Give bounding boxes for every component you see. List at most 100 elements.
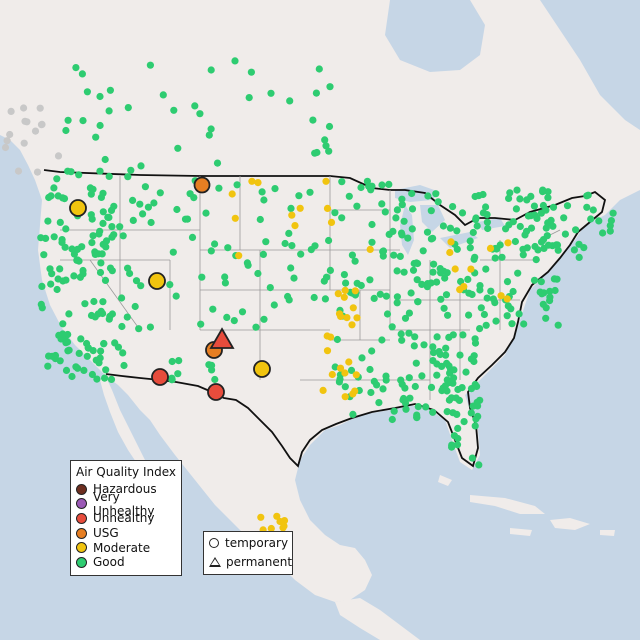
monitor-dot xyxy=(257,513,265,521)
monitor-dot xyxy=(575,253,583,261)
monitor-dot xyxy=(393,267,401,275)
monitor-dot xyxy=(554,246,562,254)
monitor-dot xyxy=(479,190,487,199)
monitor-dot xyxy=(245,94,253,102)
monitor-dot xyxy=(56,218,64,226)
monitor-dot xyxy=(468,290,476,299)
monitor-dot xyxy=(21,117,29,125)
monitor-new-mexico-south[interactable] xyxy=(207,383,225,401)
monitor-dot xyxy=(379,252,387,260)
monitor-dot xyxy=(59,330,67,338)
monitor-dot xyxy=(108,233,116,241)
monitor-dot xyxy=(20,139,28,147)
monitor-dot xyxy=(7,107,15,115)
monitor-dot xyxy=(96,268,105,277)
monitor-dot xyxy=(89,232,97,240)
monitor-dot xyxy=(409,266,418,274)
monitor-dot xyxy=(524,212,533,220)
monitor-dot xyxy=(466,244,474,252)
monitor-dot xyxy=(442,291,451,299)
monitor-dot xyxy=(410,342,418,350)
monitor-dot xyxy=(213,159,222,167)
monitor-dot xyxy=(537,238,546,246)
monitor-dot xyxy=(341,369,349,377)
monitor-dot xyxy=(544,194,552,202)
monitor-dot xyxy=(47,192,55,200)
monitor-dot xyxy=(572,226,580,234)
monitor-utah[interactable] xyxy=(148,272,166,290)
monitor-dot xyxy=(503,295,511,303)
monitor-dot xyxy=(101,276,110,284)
monitor-dot xyxy=(101,374,109,382)
monitor-dot xyxy=(341,383,349,391)
monitor-dot xyxy=(325,236,333,245)
monitor-dot xyxy=(447,238,455,246)
monitor-dot xyxy=(544,241,553,249)
monitor-dot xyxy=(527,224,536,232)
monitor-pacific-northwest[interactable] xyxy=(69,199,87,217)
monitor-dot xyxy=(453,410,461,418)
monitor-dot xyxy=(418,372,426,380)
monitor-dot xyxy=(223,313,231,321)
monitor-dot xyxy=(127,166,135,174)
monitor-dot xyxy=(119,232,127,240)
monitor-dot xyxy=(340,293,348,301)
monitor-arizona[interactable] xyxy=(151,368,169,386)
monitor-dot xyxy=(131,302,139,311)
monitor-dot xyxy=(509,287,517,296)
monitor-dot xyxy=(599,229,607,237)
hazardous-swatch xyxy=(76,483,87,495)
monitor-texas-panhandle[interactable] xyxy=(253,360,271,378)
monitor-dot xyxy=(172,292,180,300)
monitor-dot xyxy=(468,454,476,462)
legend-item-permanent: permanent xyxy=(204,555,292,570)
monitor-dot xyxy=(338,214,346,222)
monitor-dot xyxy=(368,238,376,246)
monitor-dot xyxy=(451,265,459,273)
monitor-dot xyxy=(70,272,78,280)
monitor-dot xyxy=(435,348,443,356)
monitor-dot xyxy=(433,371,441,379)
monitor-dot xyxy=(343,314,351,322)
monitor-dot xyxy=(388,415,396,424)
monitor-dot xyxy=(67,168,75,176)
monitor-dot xyxy=(86,184,94,192)
good-swatch xyxy=(76,556,87,568)
monitor-dot xyxy=(433,278,441,286)
monitor-dot xyxy=(247,68,255,76)
monitor-dot xyxy=(92,133,100,141)
monitor-dot xyxy=(207,125,215,133)
monitor-dot xyxy=(388,323,396,331)
monitor-dot xyxy=(606,227,614,235)
monitor-dot xyxy=(56,357,64,365)
monitor-dot xyxy=(106,86,114,94)
monitor-dot xyxy=(341,286,349,294)
monitor-dot xyxy=(385,230,393,238)
monitor-dot xyxy=(543,232,551,240)
monitor-dot xyxy=(549,222,557,230)
monitor-dot xyxy=(202,209,210,217)
monitor-dot xyxy=(221,279,229,287)
monitor-dot xyxy=(170,106,178,114)
circle-icon xyxy=(209,538,219,549)
monitor-dot xyxy=(273,512,281,520)
monitor-dot xyxy=(280,517,289,525)
monitor-dot xyxy=(102,366,110,374)
monitor-dot xyxy=(454,434,462,443)
monitor-montana[interactable] xyxy=(193,176,211,194)
monitor-dot xyxy=(169,248,177,256)
monitor-new-mexico-north-permanent[interactable] xyxy=(209,327,235,349)
monitor-dot xyxy=(560,214,568,222)
legend-item-good: Good xyxy=(76,555,181,570)
monitor-dot xyxy=(327,218,336,226)
monitor-dot xyxy=(310,293,318,302)
monitor-dot xyxy=(124,173,132,181)
monitor-dot xyxy=(465,311,473,319)
monitor-dot xyxy=(62,225,70,233)
monitor-dot xyxy=(373,381,381,389)
monitor-dot xyxy=(414,403,422,411)
monitor-dot xyxy=(77,335,85,343)
monitor-dot xyxy=(338,178,346,186)
monitor-dot xyxy=(168,376,176,384)
monitor-dot xyxy=(357,281,365,290)
